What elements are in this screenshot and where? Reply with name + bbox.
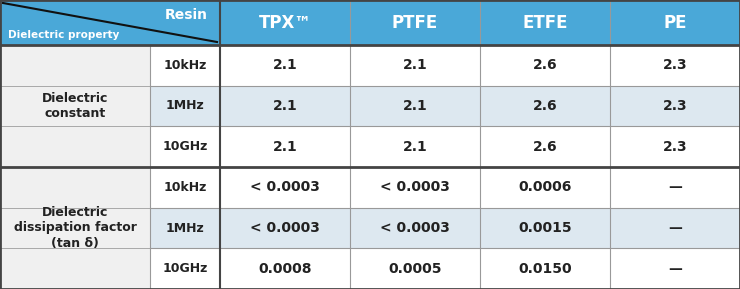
Bar bbox=[480, 0, 610, 45]
Text: 2.1: 2.1 bbox=[272, 99, 297, 113]
Text: < 0.0003: < 0.0003 bbox=[380, 221, 450, 235]
Text: 2.1: 2.1 bbox=[403, 58, 428, 72]
Bar bbox=[150, 45, 220, 86]
Text: 0.0008: 0.0008 bbox=[258, 262, 312, 276]
Bar bbox=[0, 126, 150, 167]
Text: TPX™: TPX™ bbox=[258, 14, 312, 32]
Text: < 0.0003: < 0.0003 bbox=[250, 180, 320, 194]
Bar bbox=[0, 167, 150, 208]
Text: 2.1: 2.1 bbox=[272, 58, 297, 72]
Text: < 0.0003: < 0.0003 bbox=[380, 180, 450, 194]
Text: 1MHz: 1MHz bbox=[166, 99, 204, 112]
Text: 10kHz: 10kHz bbox=[164, 181, 206, 194]
Text: ETFE: ETFE bbox=[522, 14, 568, 32]
Bar bbox=[220, 45, 350, 86]
Bar bbox=[220, 167, 350, 208]
Bar bbox=[220, 126, 350, 167]
Bar bbox=[480, 126, 610, 167]
Text: < 0.0003: < 0.0003 bbox=[250, 221, 320, 235]
Bar bbox=[350, 45, 480, 86]
Bar bbox=[350, 208, 480, 248]
Text: PTFE: PTFE bbox=[392, 14, 438, 32]
Bar bbox=[480, 86, 610, 126]
Bar bbox=[610, 248, 740, 289]
Text: 2.6: 2.6 bbox=[533, 58, 557, 72]
Bar bbox=[0, 0, 220, 45]
Bar bbox=[0, 45, 150, 86]
Text: 10kHz: 10kHz bbox=[164, 59, 206, 72]
Bar bbox=[220, 248, 350, 289]
Text: 2.6: 2.6 bbox=[533, 140, 557, 154]
Bar bbox=[350, 248, 480, 289]
Text: 0.0015: 0.0015 bbox=[518, 221, 572, 235]
Text: 2.1: 2.1 bbox=[403, 99, 428, 113]
Bar bbox=[480, 248, 610, 289]
Bar bbox=[610, 208, 740, 248]
Bar bbox=[150, 167, 220, 208]
Text: Resin: Resin bbox=[165, 8, 208, 22]
Bar bbox=[480, 167, 610, 208]
Bar bbox=[610, 126, 740, 167]
Bar bbox=[350, 126, 480, 167]
Text: 1MHz: 1MHz bbox=[166, 221, 204, 234]
Text: 10GHz: 10GHz bbox=[162, 262, 208, 275]
Text: —: — bbox=[668, 262, 682, 276]
Text: Dielectric
constant: Dielectric constant bbox=[42, 92, 108, 120]
Text: 2.1: 2.1 bbox=[403, 140, 428, 154]
Bar bbox=[150, 248, 220, 289]
Bar bbox=[350, 0, 480, 45]
Text: 0.0005: 0.0005 bbox=[388, 262, 442, 276]
Bar bbox=[220, 86, 350, 126]
Text: 2.6: 2.6 bbox=[533, 99, 557, 113]
Bar bbox=[150, 208, 220, 248]
Text: Dielectric
dissipation factor
(tan δ): Dielectric dissipation factor (tan δ) bbox=[13, 207, 136, 249]
Text: 2.3: 2.3 bbox=[663, 140, 687, 154]
Bar bbox=[610, 86, 740, 126]
Bar bbox=[150, 126, 220, 167]
Bar bbox=[150, 86, 220, 126]
Bar bbox=[350, 86, 480, 126]
Text: 2.3: 2.3 bbox=[663, 58, 687, 72]
Text: PE: PE bbox=[663, 14, 687, 32]
Bar bbox=[610, 167, 740, 208]
Bar bbox=[350, 167, 480, 208]
Bar bbox=[610, 0, 740, 45]
Bar bbox=[220, 208, 350, 248]
Text: 10GHz: 10GHz bbox=[162, 140, 208, 153]
Text: —: — bbox=[668, 180, 682, 194]
Text: 0.0006: 0.0006 bbox=[518, 180, 572, 194]
Bar bbox=[610, 45, 740, 86]
Text: 2.3: 2.3 bbox=[663, 99, 687, 113]
Text: 0.0150: 0.0150 bbox=[518, 262, 572, 276]
Text: 2.1: 2.1 bbox=[272, 140, 297, 154]
Bar bbox=[220, 0, 350, 45]
Text: —: — bbox=[668, 221, 682, 235]
Bar bbox=[480, 208, 610, 248]
Bar bbox=[0, 86, 150, 126]
Text: Dielectric property: Dielectric property bbox=[8, 30, 119, 40]
Bar bbox=[480, 45, 610, 86]
Bar bbox=[0, 208, 150, 248]
Bar bbox=[0, 248, 150, 289]
